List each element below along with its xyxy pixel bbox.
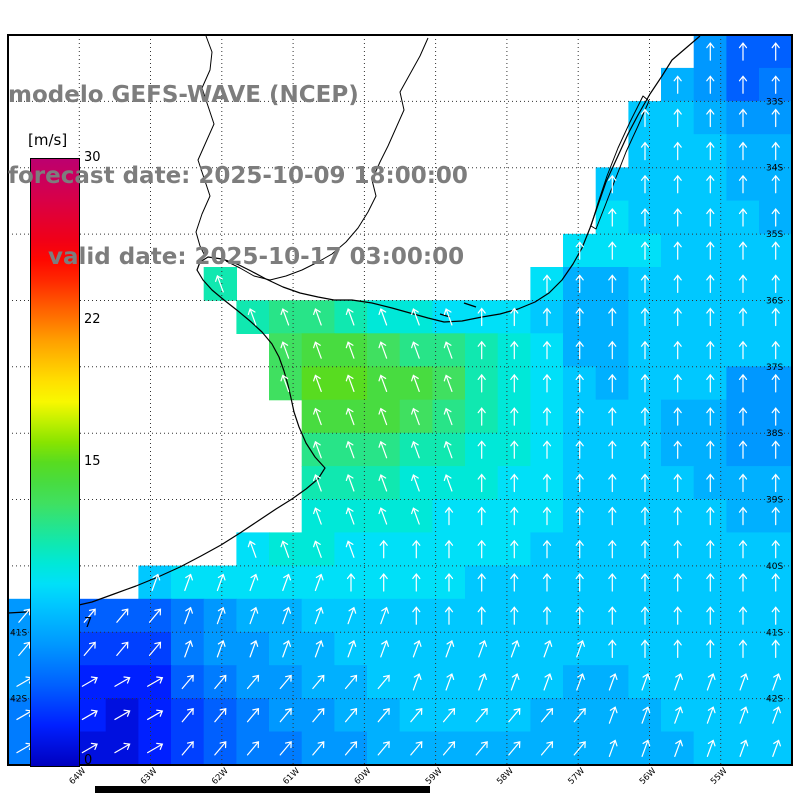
- svg-text:37S: 37S: [766, 363, 783, 373]
- svg-text:36S: 36S: [766, 297, 783, 307]
- svg-text:41S: 41S: [766, 628, 783, 638]
- svg-text:35S: 35S: [766, 230, 783, 240]
- svg-text:59W: 59W: [424, 766, 445, 787]
- svg-text:60W: 60W: [353, 766, 374, 787]
- colorbar-tick-30: 30: [84, 150, 101, 165]
- svg-text:57W: 57W: [566, 766, 587, 787]
- colorbar-tick-7: 7: [84, 616, 93, 631]
- forecast-date-label: forecast date: 2025-10-09 18:00:00: [8, 163, 468, 189]
- coastline-main: [7, 35, 701, 614]
- colorbar-tick-0: 0: [84, 753, 93, 768]
- colorbar-gradient: [30, 158, 80, 767]
- wind-arrows: [16, 42, 781, 757]
- svg-text:40S: 40S: [766, 562, 783, 572]
- model-title: modelo GEFS-WAVE (NCEP): [8, 82, 359, 108]
- svg-text:64W: 64W: [68, 766, 89, 787]
- valid-date-label: valid date: 2025-10-17 03:00:00: [48, 244, 465, 270]
- title-block: modelo GEFS-WAVE (NCEP) forecast date: 2…: [8, 28, 468, 325]
- lagoon-outline: [590, 95, 650, 230]
- svg-text:61W: 61W: [281, 766, 302, 787]
- svg-text:63W: 63W: [139, 766, 160, 787]
- bottom-scale-bar: [95, 786, 430, 793]
- svg-text:42S: 42S: [10, 695, 27, 705]
- svg-text:62W: 62W: [210, 766, 231, 787]
- svg-text:55W: 55W: [709, 766, 730, 787]
- map-frame: [7, 34, 793, 766]
- svg-text:41S: 41S: [10, 628, 27, 638]
- coastlines: [7, 35, 701, 614]
- svg-text:39S: 39S: [766, 496, 783, 506]
- colorbar-tick-15: 15: [84, 454, 101, 469]
- colorbar-tick-22: 22: [84, 312, 101, 327]
- svg-text:33S: 33S: [766, 97, 783, 107]
- colorbar-unit-label: [m/s]: [28, 131, 68, 149]
- svg-text:34S: 34S: [766, 164, 783, 174]
- svg-text:38S: 38S: [766, 429, 783, 439]
- river-uruguay: [225, 37, 429, 281]
- svg-text:58W: 58W: [495, 766, 516, 787]
- svg-text:56W: 56W: [638, 766, 659, 787]
- svg-text:42S: 42S: [766, 695, 783, 705]
- river-parana: [195, 35, 215, 257]
